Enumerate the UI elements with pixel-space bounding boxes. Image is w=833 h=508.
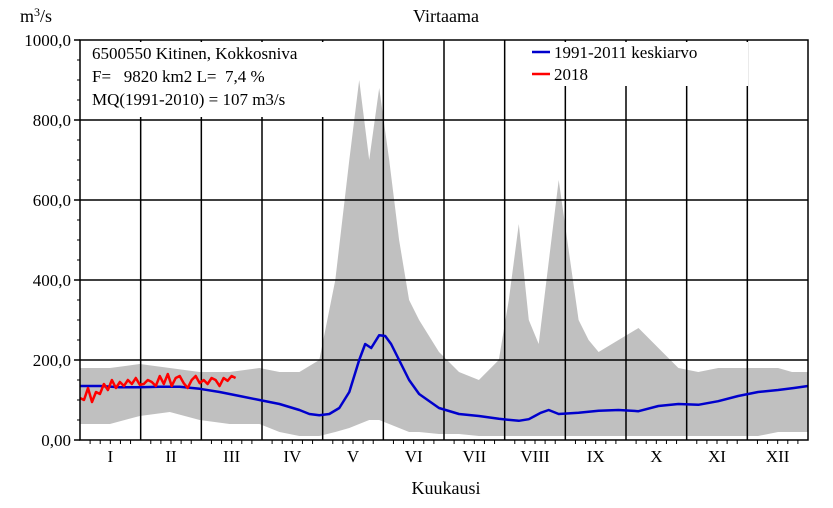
info-line-mq: MQ(1991-2010) = 107 m3/s [92, 90, 285, 109]
y-tick-label-4: 800,0 [33, 111, 71, 130]
legend-background [522, 42, 748, 86]
x-axis-label: Kuukausi [412, 478, 481, 498]
y-axis-label-suffix: /s [40, 6, 52, 26]
y-axis-label-exponent: 3 [34, 5, 40, 19]
y-tick-label-2: 400,0 [33, 271, 71, 290]
x-category-label-1: II [165, 447, 177, 466]
info-line-station: 6500550 Kitinen, Kokkosniva [92, 44, 298, 63]
y-axis-label-base: m [20, 6, 34, 26]
x-category-label-3: IV [283, 447, 302, 466]
y-tick-label-1: 200,0 [33, 351, 71, 370]
x-category-label-9: X [650, 447, 662, 466]
x-category-label-7: VIII [520, 447, 550, 466]
x-category-label-0: I [107, 447, 113, 466]
series-line-1 [79, 372, 237, 404]
info-box-background [82, 42, 340, 117]
x-category-label-4: V [347, 447, 360, 466]
y-axis-label: m3/s [20, 5, 52, 26]
chart-title: Virtaama [413, 6, 479, 26]
series-layer [79, 333, 809, 423]
x-category-label-8: IX [587, 447, 605, 466]
y-tick-label-0: 0,00 [41, 431, 71, 450]
y-tick-label-5: 1000,0 [24, 31, 71, 50]
x-category-label-5: VI [405, 447, 423, 466]
x-category-label-11: XII [766, 447, 790, 466]
x-category-label-6: VII [463, 447, 487, 466]
info-line-area: F= 9820 km2 L= 7,4 % [92, 67, 265, 86]
x-category-label-10: XI [708, 447, 726, 466]
x-category-layer: I II III IV V VI VII VIII IX X XI XII [89, 440, 799, 466]
grid-layer [80, 40, 808, 440]
series-line-0 [80, 333, 809, 423]
legend-label-2018: 2018 [554, 65, 588, 84]
y-tick-layer: 0,00 200,0 400,0 600,0 800,0 1000,0 [24, 31, 80, 450]
legend-label-mean: 1991-2011 keskiarvo [554, 43, 697, 62]
y-tick-label-3: 600,0 [33, 191, 71, 210]
x-category-label-2: III [223, 447, 240, 466]
